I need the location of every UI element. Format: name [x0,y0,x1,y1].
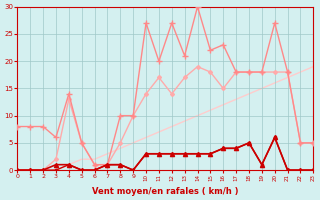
X-axis label: Vent moyen/en rafales ( km/h ): Vent moyen/en rafales ( km/h ) [92,187,239,196]
